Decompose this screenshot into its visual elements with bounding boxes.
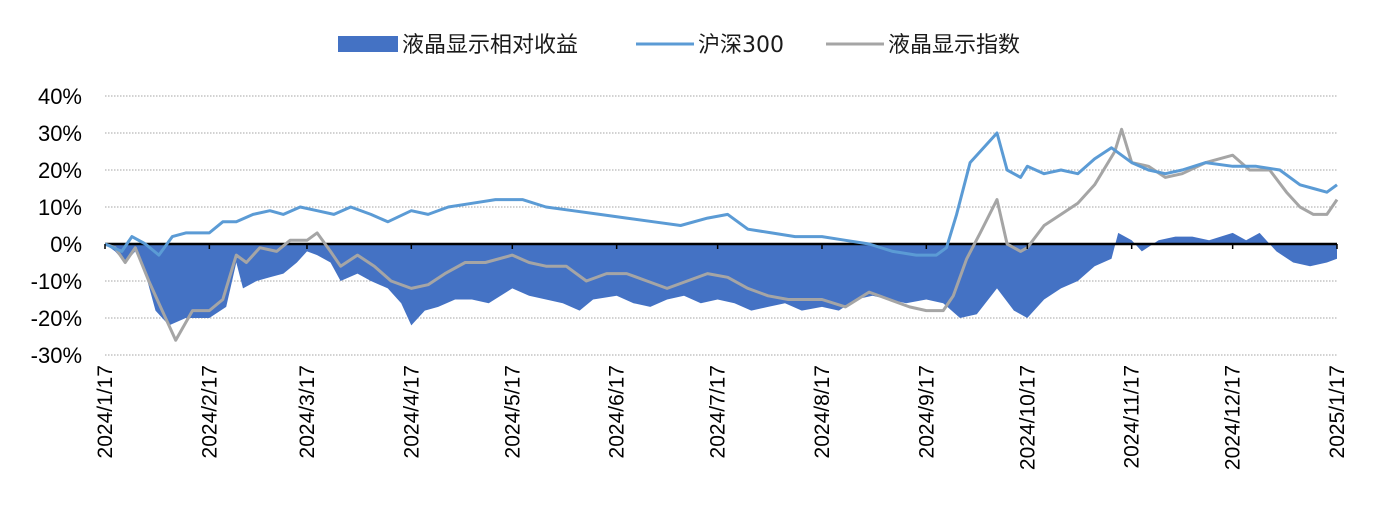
x-tick-label: 2024/4/17 bbox=[400, 365, 423, 458]
y-tick-label: 10% bbox=[38, 195, 82, 220]
line-series-layer bbox=[104, 127, 1339, 342]
legend-label-relative-return: 液晶显示相对收益 bbox=[402, 33, 578, 58]
x-tick-label: 2024/10/17 bbox=[1016, 365, 1039, 470]
series-lcd-index-line bbox=[104, 127, 1339, 342]
series-relative-return-area bbox=[105, 232, 1337, 326]
relative-return-area-layer bbox=[105, 232, 1337, 326]
y-tick-label: 40% bbox=[38, 84, 82, 109]
x-tick-label: 2024/2/17 bbox=[198, 365, 221, 458]
series-hs300-line bbox=[104, 131, 1338, 257]
grid-lines bbox=[105, 95, 1337, 356]
legend-label-hs300: 沪深300 bbox=[698, 33, 784, 58]
x-tick-label: 2024/5/17 bbox=[501, 365, 524, 458]
x-tick-label: 2025/1/17 bbox=[1326, 365, 1349, 458]
x-tick-label: 2024/11/17 bbox=[1121, 365, 1144, 469]
x-tick-label: 2024/3/17 bbox=[296, 365, 319, 458]
legend-swatch-relative-return bbox=[338, 36, 398, 52]
x-tick-label: 2024/12/17 bbox=[1222, 365, 1245, 470]
x-tick-label: 2024/8/17 bbox=[811, 365, 834, 458]
y-tick-label: -20% bbox=[31, 306, 82, 331]
x-tick-label: 2024/7/17 bbox=[707, 365, 730, 458]
legend: 液晶显示相对收益 沪深300 液晶显示指数 bbox=[338, 33, 1020, 58]
x-tick-label: 2024/6/17 bbox=[606, 365, 629, 458]
legend-label-lcd-index: 液晶显示指数 bbox=[888, 33, 1020, 58]
y-tick-label: 30% bbox=[38, 121, 82, 146]
y-tick-label: -30% bbox=[31, 343, 82, 368]
y-axis-ticks: 40% 30% 20% 10% 0% -10% -20% -30% bbox=[31, 84, 82, 368]
x-tick-label: 2024/9/17 bbox=[915, 365, 938, 458]
x-axis-ticks: 2024/1/17 2024/2/17 2024/3/17 2024/4/17 2024… bbox=[94, 244, 1349, 470]
y-tick-label: -10% bbox=[31, 269, 82, 294]
x-tick-label: 2024/1/17 bbox=[94, 365, 117, 458]
y-tick-label: 20% bbox=[38, 158, 82, 183]
y-tick-label: 0% bbox=[50, 232, 82, 257]
